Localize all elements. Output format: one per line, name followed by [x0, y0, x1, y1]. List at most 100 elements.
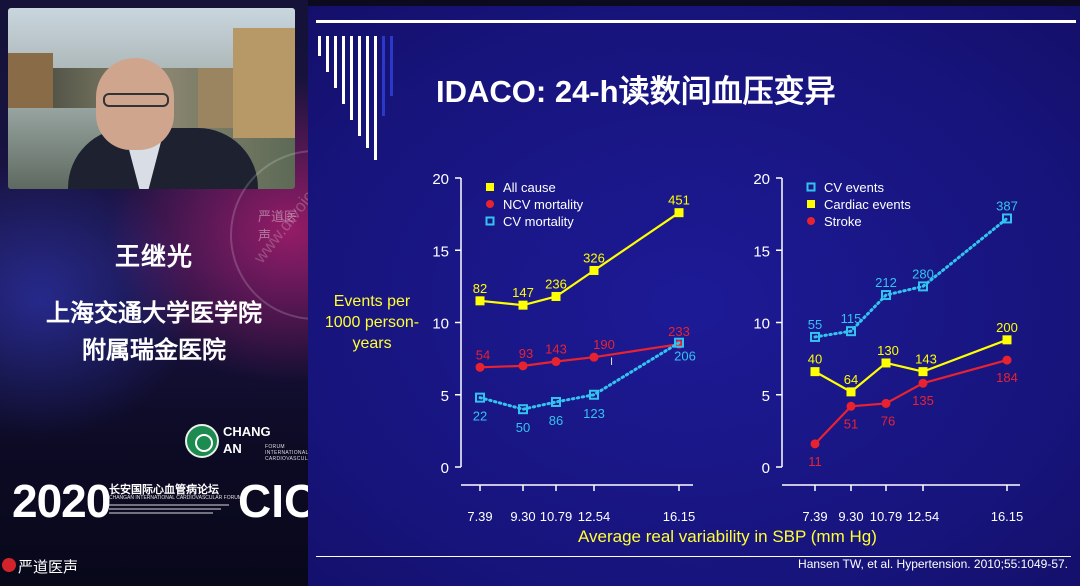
data-point — [810, 331, 820, 342]
data-label: 123 — [583, 406, 605, 421]
legend-entry: Stroke — [824, 214, 862, 229]
x-axis-label: Average real variability in SBP (mm Hg) — [578, 527, 877, 546]
legend-marker — [806, 182, 816, 192]
data-label: 51 — [844, 416, 858, 431]
data-point — [1002, 335, 1012, 345]
data-point — [518, 404, 528, 415]
data-point — [551, 357, 561, 367]
legend-marker — [807, 200, 815, 208]
legend-marker — [486, 200, 494, 208]
data-label: 451 — [668, 193, 690, 208]
text-cursor-icon: I — [610, 356, 614, 368]
presentation-slide: IDACO: 24-h读数间血压变异 Events per 1000 perso… — [308, 6, 1080, 586]
y-tick-label: 10 — [753, 316, 770, 333]
y-tick-label: 15 — [753, 243, 770, 260]
y-tick-label: 0 — [762, 460, 770, 477]
legend-marker — [486, 183, 494, 191]
y-tick-label: 15 — [432, 243, 449, 260]
y-tick-label: 20 — [753, 171, 770, 188]
series-line — [813, 216, 1009, 339]
forum-logo-small: FORUM INTERNATIONAL CARDIOVASCULAR — [265, 444, 316, 462]
data-point — [918, 367, 928, 377]
legend-entry: Cardiac events — [824, 197, 911, 212]
data-label: 236 — [545, 276, 567, 291]
data-point — [918, 281, 928, 292]
data-label: 22 — [473, 409, 487, 424]
data-label: 143 — [545, 342, 567, 357]
data-point — [674, 208, 684, 218]
y-tick-label: 10 — [432, 316, 449, 333]
data-label: 82 — [473, 281, 487, 296]
event-year: 2020 — [12, 475, 111, 527]
forum-emblem-icon — [185, 424, 219, 458]
data-label: 135 — [912, 393, 934, 408]
legend-marker — [485, 216, 495, 226]
data-label: 115 — [841, 311, 862, 326]
watermark-text: 严道医声 — [258, 209, 298, 243]
data-label: 184 — [996, 370, 1018, 385]
fine-print-bar — [109, 512, 213, 514]
x-tick-label: 10.79 — [540, 509, 573, 524]
forum-name-cn: 长安国际心血管病论坛 — [109, 484, 219, 496]
forum-name-en: CHANGAN INTERNATIONAL CARDIOVASCULAR FOR… — [109, 495, 242, 501]
citation: Hansen TW, et al. Hypertension. 2010;55:… — [798, 557, 1068, 571]
data-label: 50 — [516, 420, 530, 435]
data-label: 54 — [476, 347, 490, 362]
top-rule — [316, 20, 1076, 23]
data-point — [1002, 355, 1012, 365]
data-point — [846, 401, 856, 411]
speaker-name: 王继光 — [114, 243, 193, 271]
forum-fine-print — [109, 503, 237, 517]
legend-entry: CV events — [824, 180, 884, 195]
bottom-rule — [316, 556, 1071, 557]
data-label: 200 — [996, 320, 1018, 335]
speaker-affiliation-line1: 上海交通大学医学院 — [46, 300, 262, 327]
data-label: 55 — [808, 317, 822, 332]
data-point — [475, 296, 485, 306]
changan-forum-logo: CHANG AN FORUM INTERNATIONAL CARDIOVASCUL… — [185, 422, 315, 462]
forum-logo-line2: AN — [223, 441, 242, 456]
data-point — [810, 439, 820, 449]
data-point — [589, 265, 599, 275]
data-label: 76 — [881, 413, 895, 428]
y-tick-label: 5 — [762, 388, 770, 405]
data-label: 130 — [877, 343, 899, 358]
data-point — [846, 326, 856, 337]
y-axis-label: Events per 1000 person- years — [324, 293, 420, 352]
data-label: 212 — [875, 275, 897, 290]
fine-print-bar — [109, 508, 221, 510]
y-tick-label: 0 — [441, 460, 449, 477]
speaker-panel: 严道医声 www.drvoice.cn 王继光 上海交通大学医学院 附属瑞金医院… — [0, 0, 400, 586]
data-point — [1002, 213, 1012, 224]
data-point — [589, 352, 599, 362]
data-point — [918, 378, 928, 388]
x-tick-label: 12.54 — [578, 509, 611, 524]
data-label: 190 — [593, 337, 615, 352]
data-point — [881, 290, 891, 301]
fine-print-bar — [109, 504, 229, 506]
data-label: 147 — [512, 285, 534, 300]
data-point — [475, 362, 485, 372]
data-point — [551, 396, 561, 407]
data-label: 143 — [915, 352, 937, 367]
data-label: 280 — [912, 266, 934, 281]
data-point — [475, 392, 485, 403]
data-point — [810, 367, 820, 377]
data-point — [518, 300, 528, 310]
data-point — [518, 361, 528, 371]
data-point — [846, 387, 856, 397]
legend-marker — [807, 217, 815, 225]
x-tick-label: 16.15 — [663, 509, 696, 524]
brand-logo-icon — [2, 558, 16, 572]
speaker-affiliation-line2: 附属瑞金医院 — [82, 337, 226, 364]
decorative-stripes — [318, 36, 393, 160]
bottom-brand-text: 严道医声 — [18, 559, 79, 576]
x-tick-label: 9.30 — [838, 509, 863, 524]
legend-entry: NCV mortality — [503, 197, 584, 212]
data-label: 11 — [808, 454, 822, 469]
data-point — [674, 337, 684, 348]
slide-title: IDACO: 24-h读数间血压变异 — [436, 74, 836, 109]
y-tick-label: 20 — [432, 171, 449, 188]
data-label: 93 — [519, 346, 533, 361]
